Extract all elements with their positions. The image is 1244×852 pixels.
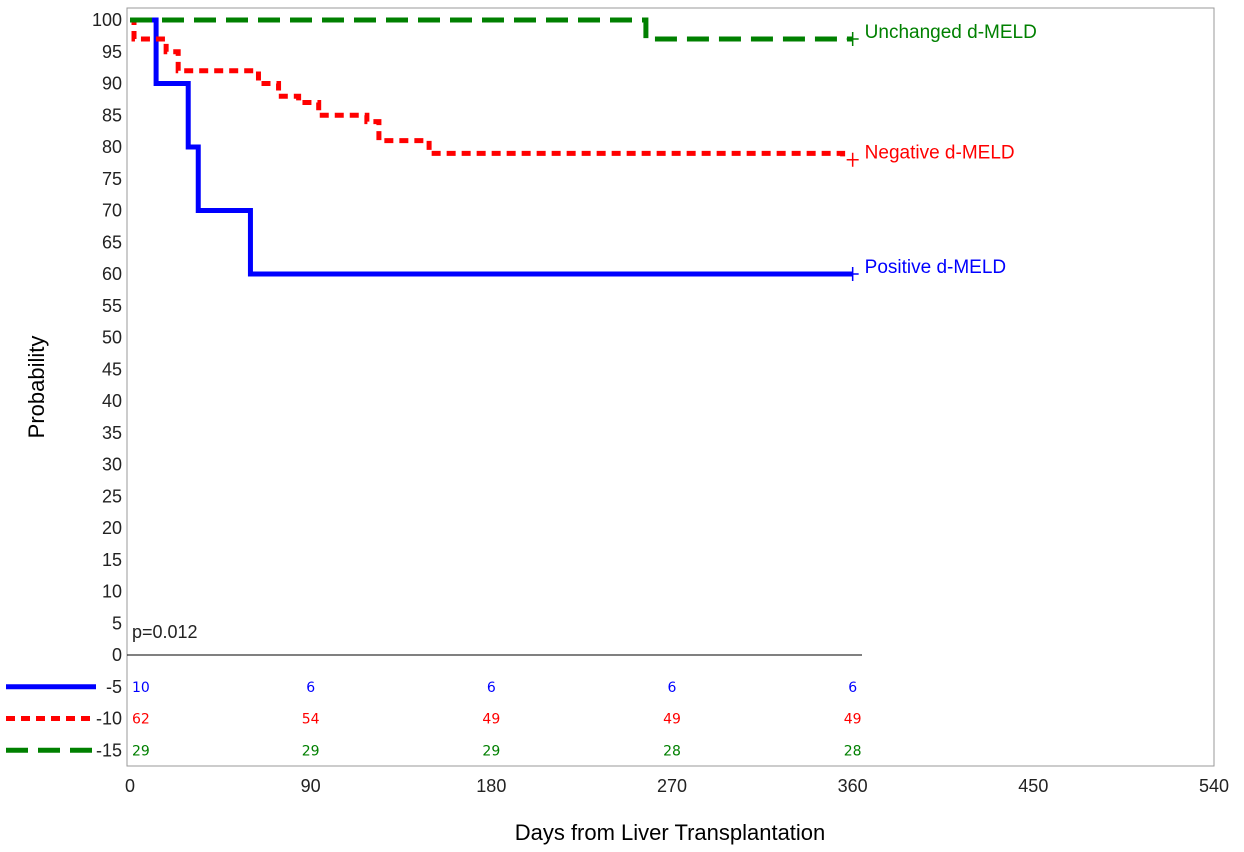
- y-tick-label: 60: [102, 264, 122, 284]
- survival-curve-line: [130, 17, 846, 160]
- at-risk-count: 54: [302, 712, 320, 728]
- y-tick-label: 15: [102, 550, 122, 570]
- at-risk-count: 29: [482, 743, 500, 759]
- at-risk-count: 28: [663, 743, 681, 759]
- y-tick-label: 35: [102, 423, 122, 443]
- x-axis-title: Days from Liver Transplantation: [515, 820, 826, 845]
- at-risk-count: 6: [848, 680, 857, 696]
- y-tick-label: 95: [102, 42, 122, 62]
- y-tick-label: 100: [92, 10, 122, 30]
- y-tick-label: 25: [102, 486, 122, 506]
- at-risk-count: 62: [132, 712, 150, 728]
- survival-curve-line: [130, 17, 853, 42]
- y-tick-label: 70: [102, 201, 122, 221]
- y-tick-label: 90: [102, 74, 122, 94]
- x-tick-label: 90: [301, 776, 321, 796]
- x-tick-label: 540: [1199, 776, 1229, 796]
- at-risk-table: 10 6 6 6 6 62 54 49 49 49 29 29 29 28 28: [132, 680, 862, 760]
- y-tick-label: 65: [102, 232, 122, 252]
- censor-mark: [846, 152, 859, 167]
- y-axis-ticks: -15 -10 -5 0 5 10 15 20 25 30 35 40 45 50 55 60 65 70 75 80…: [92, 10, 122, 760]
- y-axis-title: Probability: [24, 336, 49, 439]
- plot-frame: [126, 7, 1215, 767]
- x-tick-label: 0: [125, 776, 135, 796]
- at-risk-count: 49: [663, 712, 681, 728]
- p-value-annotation: p=0.012: [132, 622, 198, 642]
- series-label: Negative d-MELD: [865, 143, 1015, 164]
- y-tick-label: 30: [102, 455, 122, 475]
- y-tick-label: 80: [102, 137, 122, 157]
- censor-mark: [846, 267, 859, 281]
- y-tick-label: -15: [96, 740, 122, 760]
- at-risk-count: 6: [487, 680, 496, 696]
- x-tick-label: 360: [838, 776, 868, 796]
- y-tick-label: 55: [102, 296, 122, 316]
- censor-mark: [846, 32, 859, 47]
- y-tick-label: 50: [102, 328, 122, 348]
- at-risk-count: 6: [668, 680, 677, 696]
- x-tick-label: 180: [476, 776, 506, 796]
- y-tick-label: 45: [102, 359, 122, 379]
- at-risk-count: 49: [844, 712, 862, 728]
- x-tick-label: 270: [657, 776, 687, 796]
- y-tick-label: 5: [112, 613, 122, 633]
- y-tick-label: 10: [102, 582, 122, 602]
- at-risk-count: 28: [844, 743, 862, 759]
- risk-table-legend: [6, 684, 96, 753]
- at-risk-count: 29: [302, 743, 320, 759]
- at-risk-count: 49: [482, 712, 500, 728]
- series-label: Positive d-MELD: [865, 257, 1007, 278]
- y-tick-label: 20: [102, 518, 122, 538]
- y-tick-label: 75: [102, 169, 122, 189]
- x-tick-label: 450: [1018, 776, 1048, 796]
- at-risk-count: 29: [132, 743, 150, 759]
- series-label: Unchanged d-MELD: [865, 22, 1037, 43]
- y-tick-label: 85: [102, 105, 122, 125]
- x-axis-ticks: 0 90 180 270 360 450 540: [125, 776, 1229, 796]
- survival-curves: Positive d-MELD Negative d-MELD Unchanged …: [130, 17, 1037, 281]
- y-tick-label: -10: [96, 709, 122, 729]
- survival-curve-line: [130, 17, 853, 277]
- at-risk-count: 6: [306, 680, 315, 696]
- y-tick-label: 0: [112, 645, 122, 665]
- at-risk-count: 10: [132, 680, 150, 696]
- y-tick-label: 40: [102, 391, 122, 411]
- y-tick-label: -5: [106, 677, 122, 697]
